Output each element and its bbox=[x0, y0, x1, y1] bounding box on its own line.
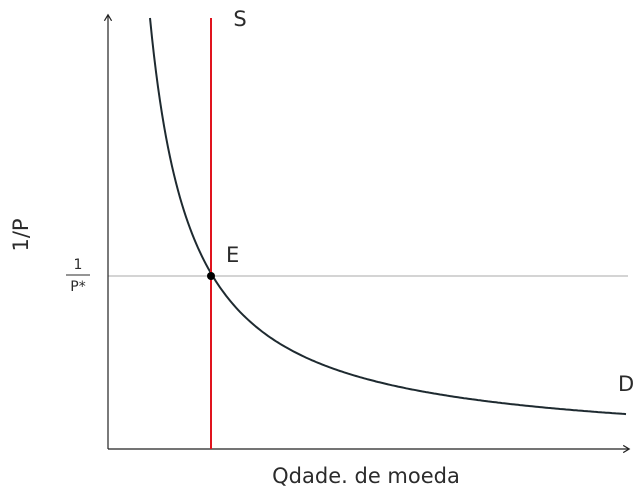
equilibrium-point bbox=[207, 272, 215, 280]
price-denominator: P* bbox=[70, 279, 85, 295]
y-axis-label: 1/P bbox=[9, 218, 33, 251]
x-axis-label: Qdade. de moeda bbox=[272, 464, 460, 488]
equilibrium-label: E bbox=[226, 243, 239, 267]
supply-label: S bbox=[233, 7, 246, 31]
demand-curve bbox=[149, 17, 627, 416]
price-numerator: 1 bbox=[74, 257, 83, 273]
demand-label: D bbox=[618, 372, 634, 396]
